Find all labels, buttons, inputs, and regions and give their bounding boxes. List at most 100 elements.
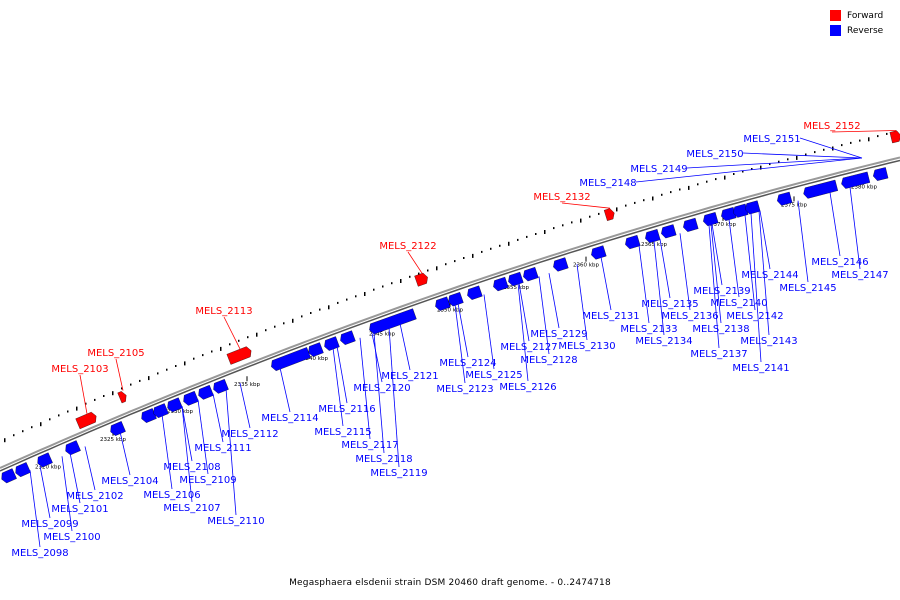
gene-leader-reverse (517, 283, 529, 382)
track-tick (445, 263, 447, 266)
track-tick (499, 244, 501, 247)
ruler-label: 2320 kbp (35, 465, 61, 471)
gene-reverse (467, 285, 483, 300)
gene-leader-reverse (518, 282, 530, 342)
gene-leader-reverse (759, 210, 771, 270)
gene-label-forward: MELS_2132 (533, 192, 590, 203)
gene-reverse (661, 224, 677, 239)
track-tick (283, 322, 285, 325)
track-tick (364, 292, 366, 296)
gene-reverse (553, 257, 569, 272)
gene-leader-reverse (239, 382, 251, 429)
ruler-label: 2355 kbp (503, 285, 529, 291)
gene-leader-reverse (336, 346, 348, 404)
gene-leader-reverse (742, 152, 863, 159)
gene-leader-reverse (576, 264, 588, 341)
track-tick (760, 165, 762, 170)
legend: Forward Reverse (830, 8, 892, 38)
track-tick (355, 295, 357, 298)
gene-leader-reverse (39, 465, 51, 519)
gene-leader-reverse (686, 157, 863, 169)
gene-label-reverse: MELS_2104 (101, 476, 158, 487)
track-tick (454, 260, 456, 263)
gene-leader-reverse (548, 273, 560, 329)
track-tick (598, 212, 600, 215)
track-tick (139, 379, 141, 382)
gene-leader-reverse (181, 406, 193, 462)
gene-label-reverse: MELS_2123 (436, 384, 493, 395)
gene-leader-reverse (197, 399, 209, 475)
gene-forward (75, 411, 97, 430)
track-tick (391, 282, 393, 285)
track-tick (481, 250, 483, 253)
gene-label-forward: MELS_2105 (87, 348, 144, 359)
gene-label-reverse: MELS_2098 (11, 548, 68, 559)
track-tick (814, 151, 816, 154)
gene-reverse (37, 452, 53, 468)
gene-leader-forward (831, 130, 897, 133)
gene-forward (226, 346, 252, 365)
gene-leader-forward (407, 251, 423, 274)
gene-label-reverse: MELS_2134 (635, 336, 692, 347)
gene-reverse (141, 408, 157, 423)
gene-label-reverse: MELS_2102 (66, 491, 123, 502)
gene-label-reverse: MELS_2109 (179, 475, 236, 486)
track-tick (472, 253, 474, 258)
gene-leader-reverse (728, 219, 740, 298)
track-tick (841, 144, 843, 147)
track-tick (22, 430, 24, 433)
gene-label-reverse: MELS_2101 (51, 504, 108, 515)
track-tick (643, 199, 645, 202)
gene-reverse (15, 462, 31, 478)
track-tick (697, 183, 699, 186)
ruler-label: 2350 kbp (437, 307, 463, 313)
gene-label-reverse: MELS_2120 (353, 383, 410, 394)
gene-label-reverse: MELS_2114 (261, 413, 318, 424)
gene-forward (117, 391, 127, 404)
track-tick (706, 180, 708, 183)
track-tick (436, 266, 438, 271)
gene-reverse (65, 440, 81, 456)
gene-label-reverse: MELS_2099 (21, 519, 78, 530)
legend-item-forward: Forward (830, 8, 892, 23)
track-tick (310, 312, 312, 314)
gene-reverse (167, 397, 183, 413)
gene-forward (889, 130, 900, 144)
gene-leader-reverse (29, 470, 41, 548)
track-tick (274, 325, 276, 328)
gene-leader-reverse (538, 276, 550, 355)
gene-label-reverse: MELS_2100 (43, 532, 100, 543)
track-tick (886, 132, 888, 135)
gene-label-reverse: MELS_2118 (355, 454, 412, 465)
gene-label-reverse: MELS_2106 (143, 490, 200, 501)
track-tick (328, 305, 330, 310)
track-tick (301, 315, 303, 318)
gene-leader-reverse (371, 333, 383, 383)
gene-leader-reverse (659, 239, 671, 299)
gene-label-reverse: MELS_2148 (579, 178, 636, 189)
track-tick (724, 175, 726, 180)
gene-label-reverse: MELS_2115 (314, 427, 371, 438)
gene-reverse (435, 296, 451, 311)
track-tick (400, 279, 402, 283)
track-tick (76, 406, 78, 411)
gene-label-reverse: MELS_2112 (221, 429, 278, 440)
ruler-label: 2340 kbp (302, 356, 328, 362)
track-tick (130, 383, 132, 386)
gene-label-reverse: MELS_2126 (499, 382, 556, 393)
track-tick (877, 135, 879, 138)
gene-label-reverse: MELS_2146 (811, 257, 868, 268)
track-tick (535, 233, 537, 235)
track-tick (769, 163, 771, 166)
gene-leader-reverse (829, 192, 841, 257)
ruler-label: 2335 kbp (234, 382, 260, 388)
gene-reverse (369, 308, 417, 335)
track-tick (58, 414, 60, 417)
gene-label-forward: MELS_2122 (379, 241, 436, 252)
track-tick (868, 137, 870, 142)
track-tick (634, 201, 636, 204)
gene-reverse (645, 229, 661, 244)
gene-leader-reverse (797, 200, 809, 283)
gene-leader-reverse (758, 211, 770, 336)
gene-label-reverse: MELS_2125 (465, 370, 522, 381)
